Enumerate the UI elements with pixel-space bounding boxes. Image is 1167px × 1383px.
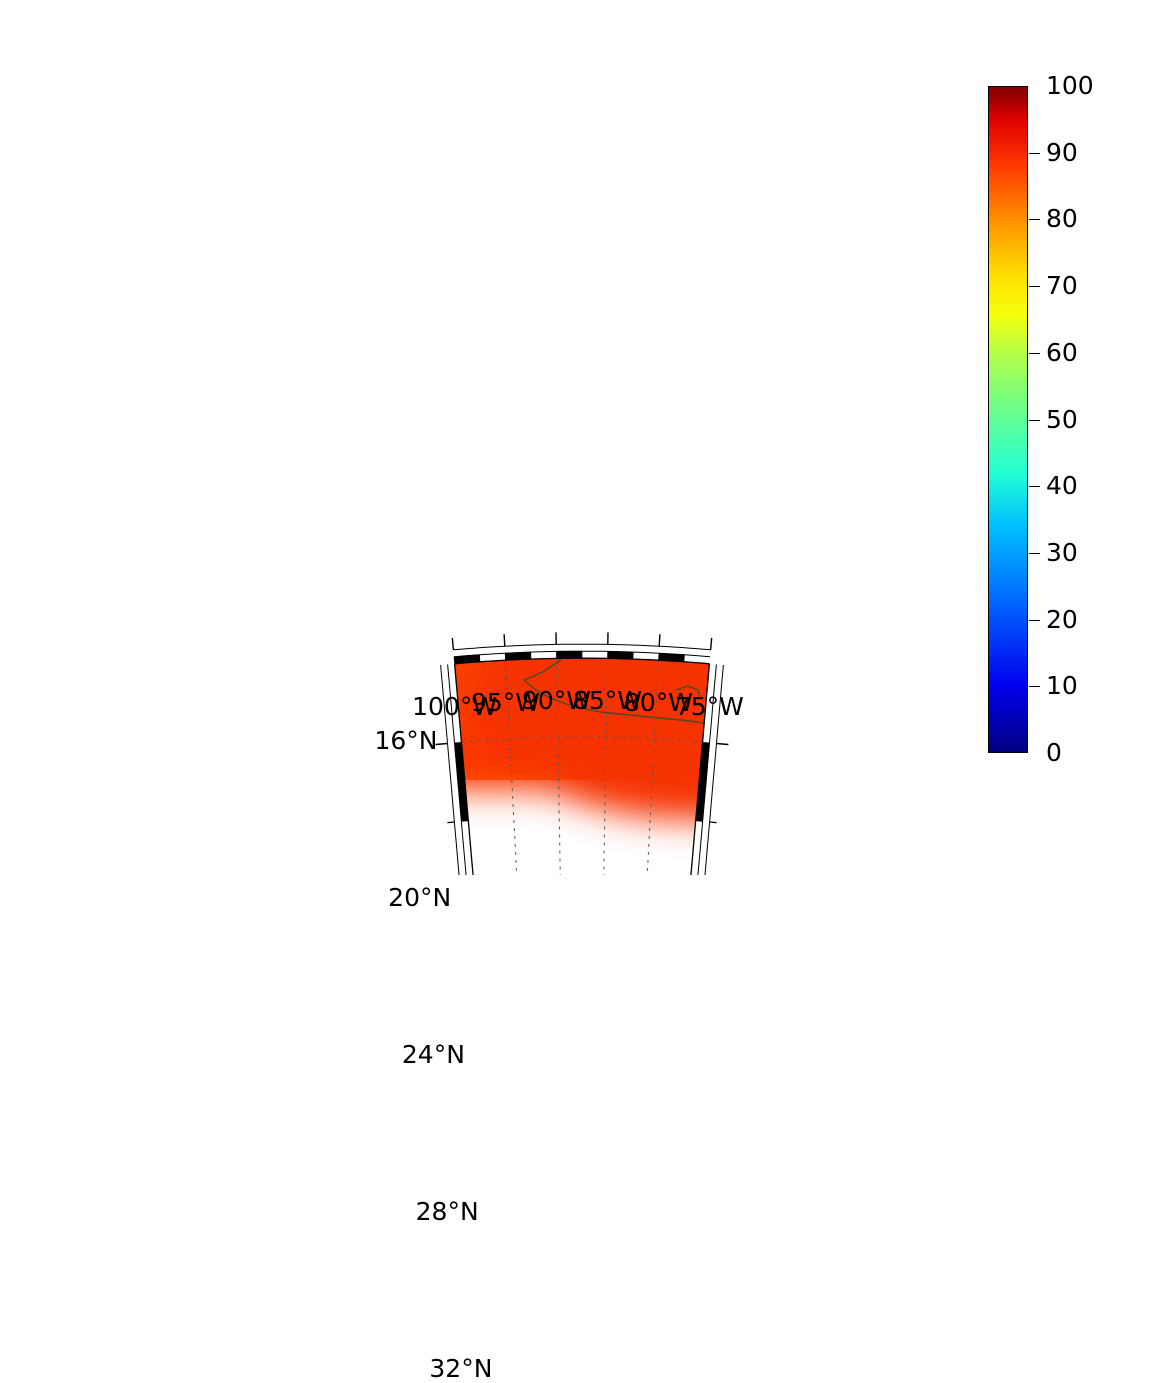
colorbar-tick-mark — [1029, 219, 1040, 221]
figure-canvas: 100°W 95°W 90°W 85°W 80°W 75°W 16°N 20°N 24°N 28… — [374, 71, 1094, 1383]
latitude-tick-label: 20°N — [388, 883, 452, 913]
longitude-tick-label: 80°W — [623, 688, 694, 718]
map-svg — [435, 632, 729, 875]
coastlines — [497, 658, 710, 727]
latitude-tick-label: 28°N — [415, 1197, 479, 1227]
colorbar-tick-label: 100 — [1046, 71, 1094, 100]
colorbar[interactable] — [988, 86, 1028, 753]
longitude-tick-label: 85°W — [572, 686, 643, 716]
colorbar-tick-mark — [1029, 486, 1040, 488]
scalar-field — [454, 658, 710, 820]
colorbar-tick-label: 70 — [1046, 271, 1078, 301]
latitude-tick-label: 16°N — [374, 726, 438, 756]
colorbar-tick-label: 0 — [1046, 738, 1062, 767]
colorbar-tick-label: 80 — [1046, 204, 1078, 234]
colorbar-tick-mark — [1029, 152, 1040, 154]
longitude-tick-label: 90°W — [521, 686, 591, 716]
graticule-lines — [454, 658, 710, 875]
colorbar-tick-label: 30 — [1046, 537, 1078, 567]
longitude-tick-label: 100°W — [412, 691, 498, 721]
colorbar-tick-label: 50 — [1046, 404, 1078, 434]
colorbar-tick-mark — [1029, 419, 1040, 421]
latitude-tick-label: 32°N — [429, 1354, 493, 1383]
colorbar-tick-mark — [1029, 352, 1040, 354]
colorbar-tick-label: 10 — [1046, 671, 1078, 701]
colorbar-tick-label: 20 — [1046, 604, 1078, 634]
colorbar-tick-mark — [1029, 552, 1040, 554]
latitude-tick-label: 24°N — [401, 1040, 465, 1070]
colorbar-tick-label: 60 — [1046, 337, 1078, 367]
longitude-tick-label: 75°W — [674, 691, 744, 721]
map-frame — [435, 632, 729, 875]
colorbar-tick-mark — [1029, 686, 1040, 688]
longitude-tick-label: 95°W — [470, 688, 540, 718]
colorbar-tick-mark — [1029, 286, 1040, 288]
colorbar-tick-label: 90 — [1046, 137, 1078, 167]
colorbar-tick-mark — [1029, 619, 1040, 621]
colorbar-gradient — [989, 87, 1027, 752]
colorbar-tick-label: 40 — [1046, 471, 1078, 501]
